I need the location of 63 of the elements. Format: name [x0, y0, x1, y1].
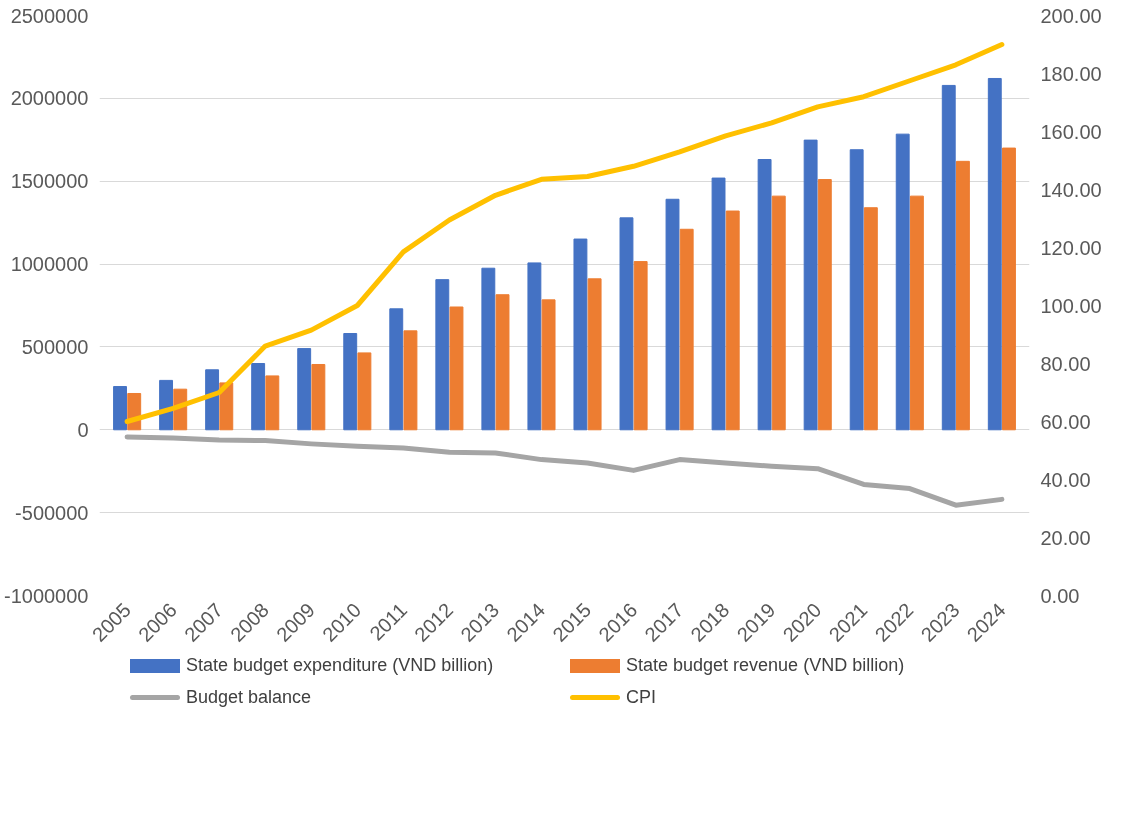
bar: [495, 294, 510, 431]
y2-tick-label: 180.00: [1040, 62, 1102, 85]
bar: [987, 77, 1002, 431]
y2-tick-label: 200.00: [1040, 4, 1102, 27]
bar: [941, 84, 956, 431]
bar: [909, 195, 924, 431]
bar: [297, 348, 312, 431]
bar: [251, 363, 266, 431]
bar: [757, 159, 772, 431]
y-tick-label: 2500000: [10, 4, 89, 27]
bar: [619, 217, 634, 431]
bar: [665, 198, 680, 431]
bar: [449, 306, 464, 431]
bar: [435, 279, 450, 431]
bar: [265, 375, 280, 431]
y-tick-label: 500000: [21, 335, 89, 358]
bar: [573, 238, 588, 431]
bar: [849, 149, 864, 431]
legend-label: Budget balance: [186, 686, 312, 707]
bar: [343, 333, 358, 431]
legend-item: Budget balance: [130, 684, 570, 711]
bar: [389, 308, 404, 431]
bar: [725, 210, 740, 431]
legend-item: CPI: [570, 684, 1010, 711]
bar: [205, 369, 220, 431]
bar: [1002, 147, 1016, 431]
bar: [403, 330, 418, 431]
y-tick-label: 1000000: [10, 253, 89, 276]
y2-tick-label: 20.00: [1040, 526, 1091, 549]
bar: [679, 228, 694, 431]
bar: [311, 363, 326, 431]
legend-label: State budget revenue (VND billion): [626, 655, 905, 675]
bar: [771, 195, 786, 431]
legend-label: CPI: [626, 686, 657, 707]
bar: [711, 177, 726, 431]
y2-tick-label: 0.00: [1040, 584, 1080, 607]
y2-tick-label: 60.00: [1040, 410, 1091, 433]
bar: [863, 207, 878, 431]
bar: [527, 262, 542, 431]
y-tick-label: 2000000: [10, 87, 89, 110]
y2-tick-label: 100.00: [1040, 294, 1102, 317]
bar: [803, 139, 818, 431]
bar: [113, 386, 127, 431]
y-tick-label: 0: [77, 418, 89, 441]
y2-tick-label: 120.00: [1040, 236, 1102, 259]
y-tick-label: -500000: [15, 501, 89, 524]
y2-tick-label: 160.00: [1040, 120, 1102, 143]
y-tick-label: 1500000: [10, 170, 89, 193]
bar: [541, 299, 556, 431]
bar: [357, 352, 372, 431]
bar: [895, 133, 910, 431]
y-tick-label: -1000000: [3, 584, 89, 607]
y2-tick-label: 80.00: [1040, 352, 1091, 375]
legend-item: State budget expenditure (VND billion): [130, 653, 570, 679]
legend-item: State budget revenue (VND billion): [570, 653, 1010, 679]
legend-label: State budget expenditure (VND billion): [186, 655, 494, 675]
bar: [481, 267, 496, 431]
y2-tick-label: 140.00: [1040, 178, 1102, 201]
bar: [817, 179, 832, 431]
bar: [633, 261, 648, 431]
bar: [955, 160, 970, 431]
bar: [587, 278, 602, 431]
y2-tick-label: 40.00: [1040, 468, 1091, 491]
